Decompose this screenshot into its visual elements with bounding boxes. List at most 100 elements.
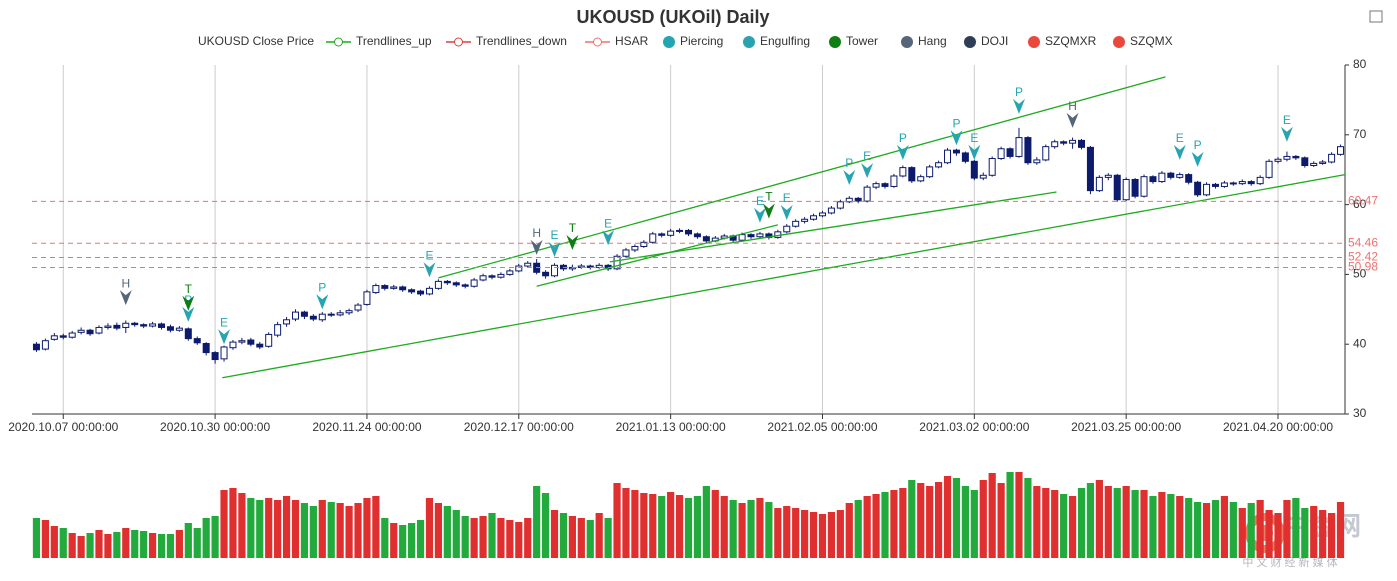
volume-bar bbox=[890, 490, 898, 558]
candle-body bbox=[944, 149, 952, 164]
volume-bar bbox=[1301, 508, 1309, 558]
candle-body bbox=[238, 340, 246, 343]
candle-body bbox=[658, 233, 666, 236]
candle-body bbox=[390, 286, 398, 289]
pattern-label: T bbox=[569, 221, 577, 235]
candle-body bbox=[211, 352, 219, 361]
candle-body bbox=[827, 207, 835, 214]
volume-bar bbox=[1024, 478, 1032, 558]
candle-body bbox=[381, 285, 389, 289]
volume-bar bbox=[693, 496, 702, 558]
chart-title: UKOUSD (UKOil) Daily bbox=[576, 7, 769, 27]
pattern-label: P bbox=[952, 116, 960, 130]
volume-bar bbox=[1015, 472, 1023, 558]
candle-body bbox=[1328, 153, 1336, 163]
candle-body bbox=[872, 183, 880, 188]
candle-body bbox=[202, 343, 210, 354]
candle-body bbox=[1265, 160, 1273, 178]
pattern-label: E bbox=[756, 194, 764, 208]
volume-bar bbox=[399, 525, 407, 558]
volume-bar bbox=[1167, 494, 1175, 558]
volume-bar bbox=[774, 508, 782, 558]
pattern-marker bbox=[1280, 126, 1293, 142]
volume-bar bbox=[1202, 503, 1211, 558]
volume-bar bbox=[684, 498, 693, 558]
toolbox-icon[interactable] bbox=[1369, 10, 1383, 23]
candle-body bbox=[488, 275, 496, 278]
x-tick-label: 2021.03.25 00:00:00 bbox=[1071, 420, 1181, 434]
volume-bar bbox=[1122, 486, 1130, 558]
pattern-label: E bbox=[970, 131, 978, 145]
volume-bar bbox=[157, 534, 166, 558]
hsar-label: 52.42 bbox=[1348, 250, 1378, 264]
candle-body bbox=[247, 339, 255, 345]
volume-bar bbox=[1265, 510, 1273, 558]
legend-icon bbox=[829, 36, 841, 48]
x-tick-label: 2020.10.07 00:00:00 bbox=[8, 420, 118, 434]
volume-bar bbox=[586, 520, 594, 558]
legend-label: Hang bbox=[918, 34, 947, 48]
y-tick-label: 70 bbox=[1353, 127, 1367, 141]
volume-bar bbox=[640, 493, 648, 558]
candle-body bbox=[345, 310, 353, 314]
candle-body bbox=[461, 284, 469, 287]
volume-bar bbox=[1283, 500, 1291, 558]
volume-bar bbox=[443, 506, 451, 558]
candle-body bbox=[1113, 174, 1121, 201]
candle-body bbox=[1006, 148, 1014, 157]
volume-bar bbox=[881, 492, 889, 558]
candle-body bbox=[738, 234, 746, 241]
candle-body bbox=[318, 313, 326, 321]
volume-bar bbox=[943, 476, 952, 558]
candle-body bbox=[747, 234, 755, 238]
candle-body bbox=[1301, 157, 1309, 167]
volume-bar bbox=[336, 503, 344, 558]
candle-body bbox=[1042, 146, 1050, 161]
candle-body bbox=[50, 335, 58, 340]
volume-bar bbox=[1336, 502, 1345, 558]
candle-body bbox=[854, 197, 862, 202]
candle-body bbox=[1211, 183, 1219, 187]
candle-body bbox=[845, 197, 853, 203]
candle-body bbox=[265, 333, 273, 347]
pattern-label: E bbox=[604, 216, 612, 230]
candle-body bbox=[1060, 141, 1068, 144]
volume-bar bbox=[550, 510, 559, 558]
volume-bar bbox=[452, 510, 460, 558]
candle-body bbox=[961, 152, 969, 162]
volume-bar bbox=[845, 503, 853, 558]
candle-body bbox=[113, 324, 121, 329]
volume-bar bbox=[166, 534, 175, 558]
candle-body bbox=[1024, 137, 1032, 164]
pattern-marker bbox=[602, 230, 615, 246]
legend-label: DOJI bbox=[981, 34, 1008, 48]
pattern-marker bbox=[182, 306, 195, 322]
volume-bar bbox=[1319, 510, 1327, 558]
volume-bar bbox=[175, 530, 183, 558]
pattern-marker bbox=[896, 144, 909, 160]
pattern-label: E bbox=[783, 191, 791, 205]
volume-bar bbox=[1292, 498, 1300, 558]
volume-bar bbox=[1068, 496, 1077, 558]
volume-bar bbox=[1229, 502, 1237, 558]
volume-bar bbox=[274, 500, 282, 558]
volume-bar bbox=[738, 503, 746, 558]
volume-bar bbox=[86, 533, 94, 558]
pattern-marker bbox=[753, 207, 766, 223]
candle-body bbox=[149, 323, 157, 327]
volume-bar bbox=[345, 506, 353, 558]
candle-body bbox=[300, 311, 308, 317]
volume-bar bbox=[506, 520, 514, 558]
pattern-label: P bbox=[184, 293, 192, 307]
volume-bar bbox=[140, 531, 148, 558]
volume-bar bbox=[872, 494, 880, 558]
y-tick-label: 30 bbox=[1353, 406, 1367, 420]
volume-bar bbox=[300, 503, 309, 558]
volume-bar bbox=[568, 516, 576, 558]
candle-body bbox=[667, 230, 675, 236]
volume-bar bbox=[613, 483, 621, 558]
pattern-marker bbox=[119, 290, 132, 306]
candle-body bbox=[863, 186, 871, 202]
candle-body bbox=[354, 304, 362, 311]
candle-body bbox=[470, 279, 478, 287]
